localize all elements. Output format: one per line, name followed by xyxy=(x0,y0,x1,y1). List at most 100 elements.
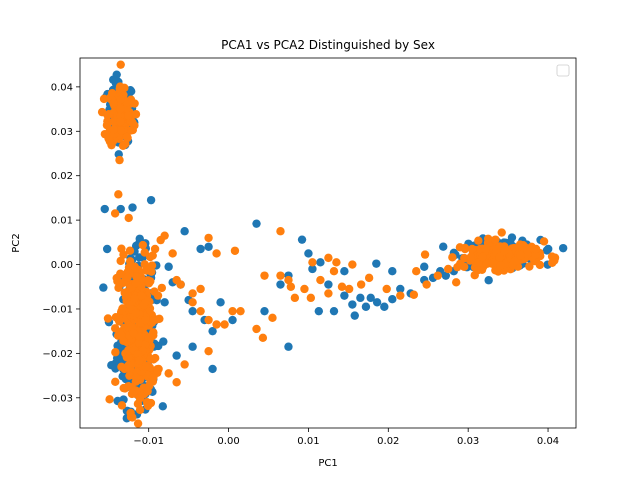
scatter-point-series-0 xyxy=(158,402,168,411)
scatter-point-series-1 xyxy=(212,249,221,258)
scatter-point-series-1 xyxy=(140,248,149,257)
scatter-point-series-1 xyxy=(133,419,143,428)
scatter-point-series-0 xyxy=(276,280,285,289)
scatter-point-series-1 xyxy=(515,240,525,249)
scatter-point-series-0 xyxy=(188,306,197,316)
scatter-point-series-1 xyxy=(196,284,205,294)
scatter-point-series-1 xyxy=(124,213,133,223)
scatter-point-series-1 xyxy=(148,316,158,325)
scatter-point-series-1 xyxy=(337,282,347,291)
scatter-point-series-1 xyxy=(332,258,341,267)
scatter-point-series-1 xyxy=(444,264,453,274)
scatter-point-series-1 xyxy=(196,306,205,316)
y-tick-label: 0.04 xyxy=(51,82,73,93)
scatter-point-series-1 xyxy=(109,99,118,108)
scatter-point-series-1 xyxy=(148,330,157,339)
chart-title: PCA1 vs PCA2 Distinguished by Sex xyxy=(221,38,435,52)
scatter-point-series-0 xyxy=(308,264,317,274)
scatter-point-series-1 xyxy=(155,314,164,323)
x-tick-label: 0.02 xyxy=(377,436,399,447)
scatter-point-series-0 xyxy=(316,258,325,267)
scatter-point-series-1 xyxy=(116,104,125,113)
scatter-point-series-1 xyxy=(109,125,119,134)
scatter-point-series-1 xyxy=(324,253,333,263)
scatter-point-series-1 xyxy=(448,253,457,262)
scatter-point-series-0 xyxy=(118,372,127,381)
scatter-point-series-1 xyxy=(120,288,129,297)
legend-box xyxy=(556,64,570,77)
scatter-point-series-0 xyxy=(172,351,181,360)
scatter-point-series-0 xyxy=(396,284,405,294)
scatter-point-series-0 xyxy=(340,267,349,276)
scatter-point-series-1 xyxy=(412,267,421,276)
scatter-point-series-0 xyxy=(350,311,359,320)
scatter-point-series-1 xyxy=(148,251,157,260)
scatter-point-series-1 xyxy=(116,60,125,69)
scatter-point-series-0 xyxy=(329,306,339,316)
scatter-point-series-1 xyxy=(125,371,134,380)
scatter-point-series-0 xyxy=(196,244,205,254)
scatter-point-series-0 xyxy=(297,235,307,244)
scatter-point-series-1 xyxy=(126,126,135,135)
scatter-point-series-1 xyxy=(420,250,430,259)
scatter-point-series-0 xyxy=(208,326,217,336)
scatter-point-series-1 xyxy=(124,346,133,355)
scatter-point-series-1 xyxy=(483,234,493,243)
scatter-point-series-1 xyxy=(348,260,357,269)
scatter-point-series-1 xyxy=(113,313,123,322)
x-tick-label: 0.04 xyxy=(537,436,559,447)
scatter-point-series-1 xyxy=(276,227,285,236)
scatter-point-series-0 xyxy=(128,203,137,212)
scatter-point-series-0 xyxy=(372,259,381,268)
scatter-point-series-1 xyxy=(107,140,116,150)
x-tick-label: 0.03 xyxy=(457,436,479,447)
scatter-point-series-1 xyxy=(160,231,169,240)
scatter-point-series-1 xyxy=(510,256,520,266)
scatter-point-series-1 xyxy=(97,107,107,117)
scatter-point-series-1 xyxy=(422,280,431,289)
scatter-point-series-1 xyxy=(467,244,477,254)
scatter-point-series-1 xyxy=(460,243,470,253)
scatter-point-series-1 xyxy=(102,120,112,130)
scatter-point-series-1 xyxy=(104,134,113,143)
plot-frame xyxy=(79,57,577,429)
scatter-point-series-0 xyxy=(441,271,451,280)
scatter-point-series-1 xyxy=(130,99,139,108)
scatter-point-series-1 xyxy=(268,313,277,323)
scatter-point-series-1 xyxy=(103,314,113,323)
scatter-point-series-0 xyxy=(380,302,389,311)
scatter-point-series-1 xyxy=(129,329,138,338)
scatter-point-series-1 xyxy=(516,251,525,260)
scatter-point-series-0 xyxy=(159,337,168,346)
scatter-point-series-1 xyxy=(116,126,126,135)
scatter-point-series-1 xyxy=(127,389,137,399)
scatter-point-series-0 xyxy=(208,364,217,374)
scatter-point-series-0 xyxy=(542,246,552,255)
scatter-point-series-1 xyxy=(286,282,296,291)
scatter-point-series-1 xyxy=(539,237,549,246)
scatter-point-series-0 xyxy=(388,294,397,304)
x-axis-label: PC1 xyxy=(318,458,337,469)
x-axis: −0.01 0.00 0.01 0.02 0.03 0.04 xyxy=(133,428,559,447)
scatter-point-series-0 xyxy=(439,242,448,251)
scatter-point-series-0 xyxy=(100,204,109,214)
scatter-point-series-1 xyxy=(308,258,317,267)
scatter-point-series-1 xyxy=(547,252,557,261)
scatter-point-series-1 xyxy=(118,141,128,151)
scatter-point-series-1 xyxy=(220,320,229,329)
scatter-point-series-1 xyxy=(105,395,114,404)
scatter-point-series-1 xyxy=(300,284,309,294)
scatter-point-series-0 xyxy=(314,306,324,316)
scatter-point-series-1 xyxy=(306,293,316,303)
scatter-point-series-1 xyxy=(204,233,213,243)
scatter-point-series-1 xyxy=(116,117,125,126)
scatter-point-series-1 xyxy=(396,291,405,300)
scatter-point-series-1 xyxy=(122,104,131,113)
scatter-point-series-0 xyxy=(304,249,313,258)
scatter-point-series-1 xyxy=(125,246,135,255)
scatter-point-series-1 xyxy=(122,132,132,142)
scatter-point-series-1 xyxy=(147,261,157,270)
scatter-point-series-1 xyxy=(525,262,534,271)
scatter-point-series-0 xyxy=(484,276,493,285)
scatter-point-series-0 xyxy=(116,204,125,214)
